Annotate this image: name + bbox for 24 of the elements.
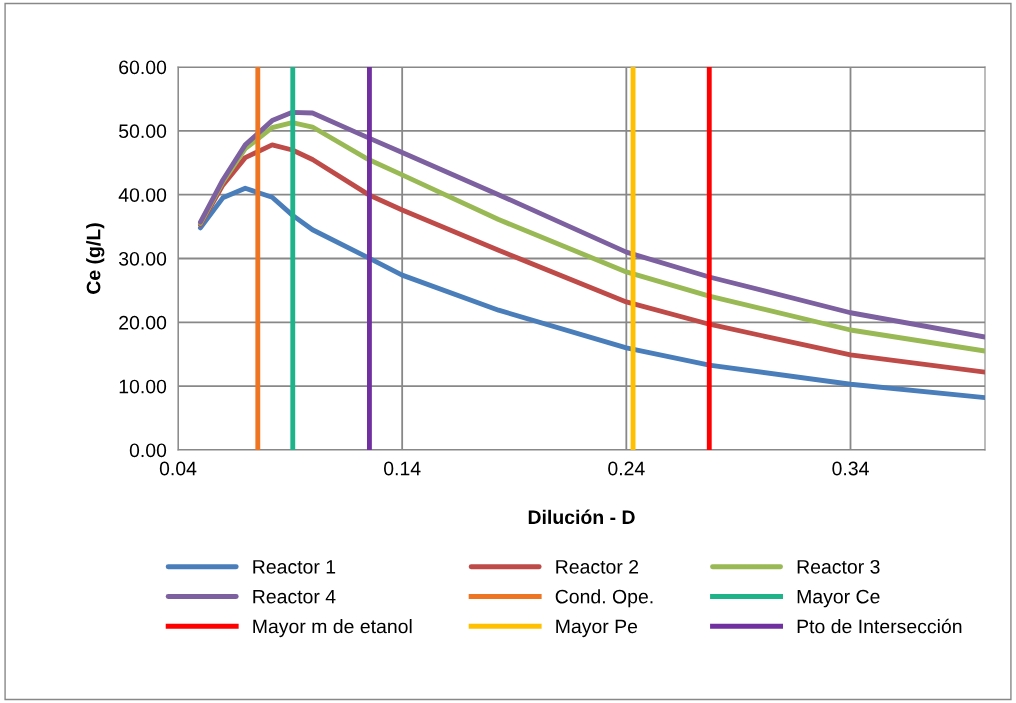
- x-tick-label: 0.04: [159, 461, 197, 476]
- y-tick-label: 10.00: [119, 379, 167, 394]
- y-tick-label: 20.00: [119, 315, 167, 330]
- x-tick-label: 0.24: [608, 461, 645, 476]
- x-tick-label: 0.34: [832, 461, 869, 476]
- y-tick-label: 0.00: [129, 443, 167, 458]
- x-axis-title: Dilución - D: [528, 509, 635, 525]
- legend-label: Pto de Intersección: [797, 618, 962, 634]
- y-axis-title: Ce (g/L): [86, 223, 105, 294]
- y-tick-label: 50.00: [119, 124, 167, 139]
- legend-label: Mayor Pe: [556, 619, 638, 638]
- y-tick-label: 40.00: [118, 188, 167, 202]
- legend-label: Reactor 2: [556, 559, 639, 574]
- legend-label: Reactor 1: [253, 560, 336, 574]
- x-tick-label: 0.14: [384, 461, 421, 476]
- legend-label: Cond. Ope.: [555, 589, 653, 608]
- legend-label: Mayor Ce: [797, 589, 880, 608]
- y-tick-label: 30.00: [118, 251, 167, 266]
- line-series: [197, 142, 985, 375]
- line-series: [197, 185, 985, 401]
- legend-label: Reactor 3: [797, 559, 880, 574]
- legend-label: Mayor m de etanol: [253, 619, 412, 638]
- legend-label: Reactor 4: [253, 589, 336, 604]
- y-tick-label: 60.00: [119, 60, 167, 75]
